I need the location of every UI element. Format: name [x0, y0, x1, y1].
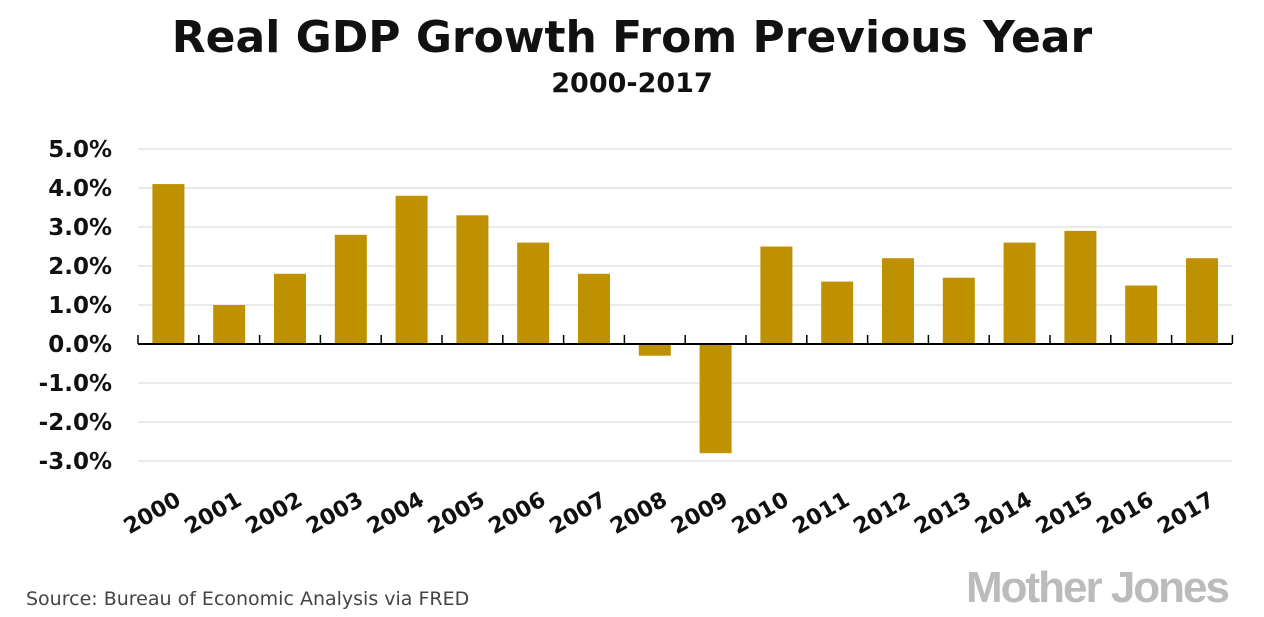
bar-2011 [821, 281, 854, 344]
bar-2005 [456, 215, 489, 344]
x-tick-label: 2015 [1032, 488, 1098, 540]
chart-title: Real GDP Growth From Previous Year [172, 12, 1093, 63]
y-tick-label: 3.0% [48, 215, 112, 241]
y-tick-label: 1.0% [48, 293, 112, 319]
y-tick-label: 0.0% [48, 332, 112, 358]
x-tick-label: 2004 [363, 488, 429, 540]
chart-subtitle: 2000-2017 [551, 68, 713, 99]
bar-2003 [334, 234, 367, 344]
y-tick-label: 2.0% [48, 254, 112, 280]
bar-2008 [638, 344, 671, 356]
x-tick-label: 2000 [120, 488, 186, 540]
x-tick-label: 2003 [302, 488, 368, 540]
bar-2014 [1003, 242, 1036, 344]
x-tick-label: 2012 [849, 488, 915, 540]
y-tick-label: -1.0% [39, 371, 112, 397]
x-tick-label: 2010 [728, 488, 794, 540]
x-tick-label: 2002 [241, 488, 307, 540]
x-tick-label: 2006 [485, 488, 551, 540]
x-tick-label: 2001 [181, 488, 247, 540]
y-tick-label: -3.0% [39, 449, 112, 475]
bar-2004 [395, 195, 428, 344]
x-tick-label: 2008 [606, 488, 672, 540]
y-tick-label: 5.0% [48, 137, 112, 163]
bar-2016 [1125, 285, 1158, 344]
y-tick-label: -2.0% [39, 410, 112, 436]
bar-2017 [1186, 258, 1218, 344]
bar-2000 [152, 184, 185, 344]
x-tick-label: 2016 [1093, 488, 1159, 540]
bar-2007 [578, 273, 610, 344]
x-tick-label: 2007 [545, 488, 611, 540]
bar-2015 [1064, 230, 1097, 344]
x-tick-label: 2017 [1153, 488, 1219, 540]
bar-2006 [517, 242, 550, 344]
bar-2009 [699, 344, 732, 454]
y-tick-label: 4.0% [48, 176, 112, 202]
x-tick-label: 2013 [910, 488, 976, 540]
bar-2001 [213, 305, 246, 344]
x-tick-label: 2005 [424, 488, 490, 540]
x-tick-label: 2011 [789, 488, 855, 540]
mother-jones-logo: Mother Jones [966, 563, 1229, 612]
bar-2010 [760, 246, 793, 344]
x-tick-label: 2014 [971, 488, 1037, 540]
bar-2002 [274, 273, 306, 344]
x-tick-label: 2009 [667, 488, 733, 540]
bar-2012 [882, 258, 914, 344]
bar-2013 [942, 277, 975, 344]
source-note: Source: Bureau of Economic Analysis via … [26, 588, 469, 610]
